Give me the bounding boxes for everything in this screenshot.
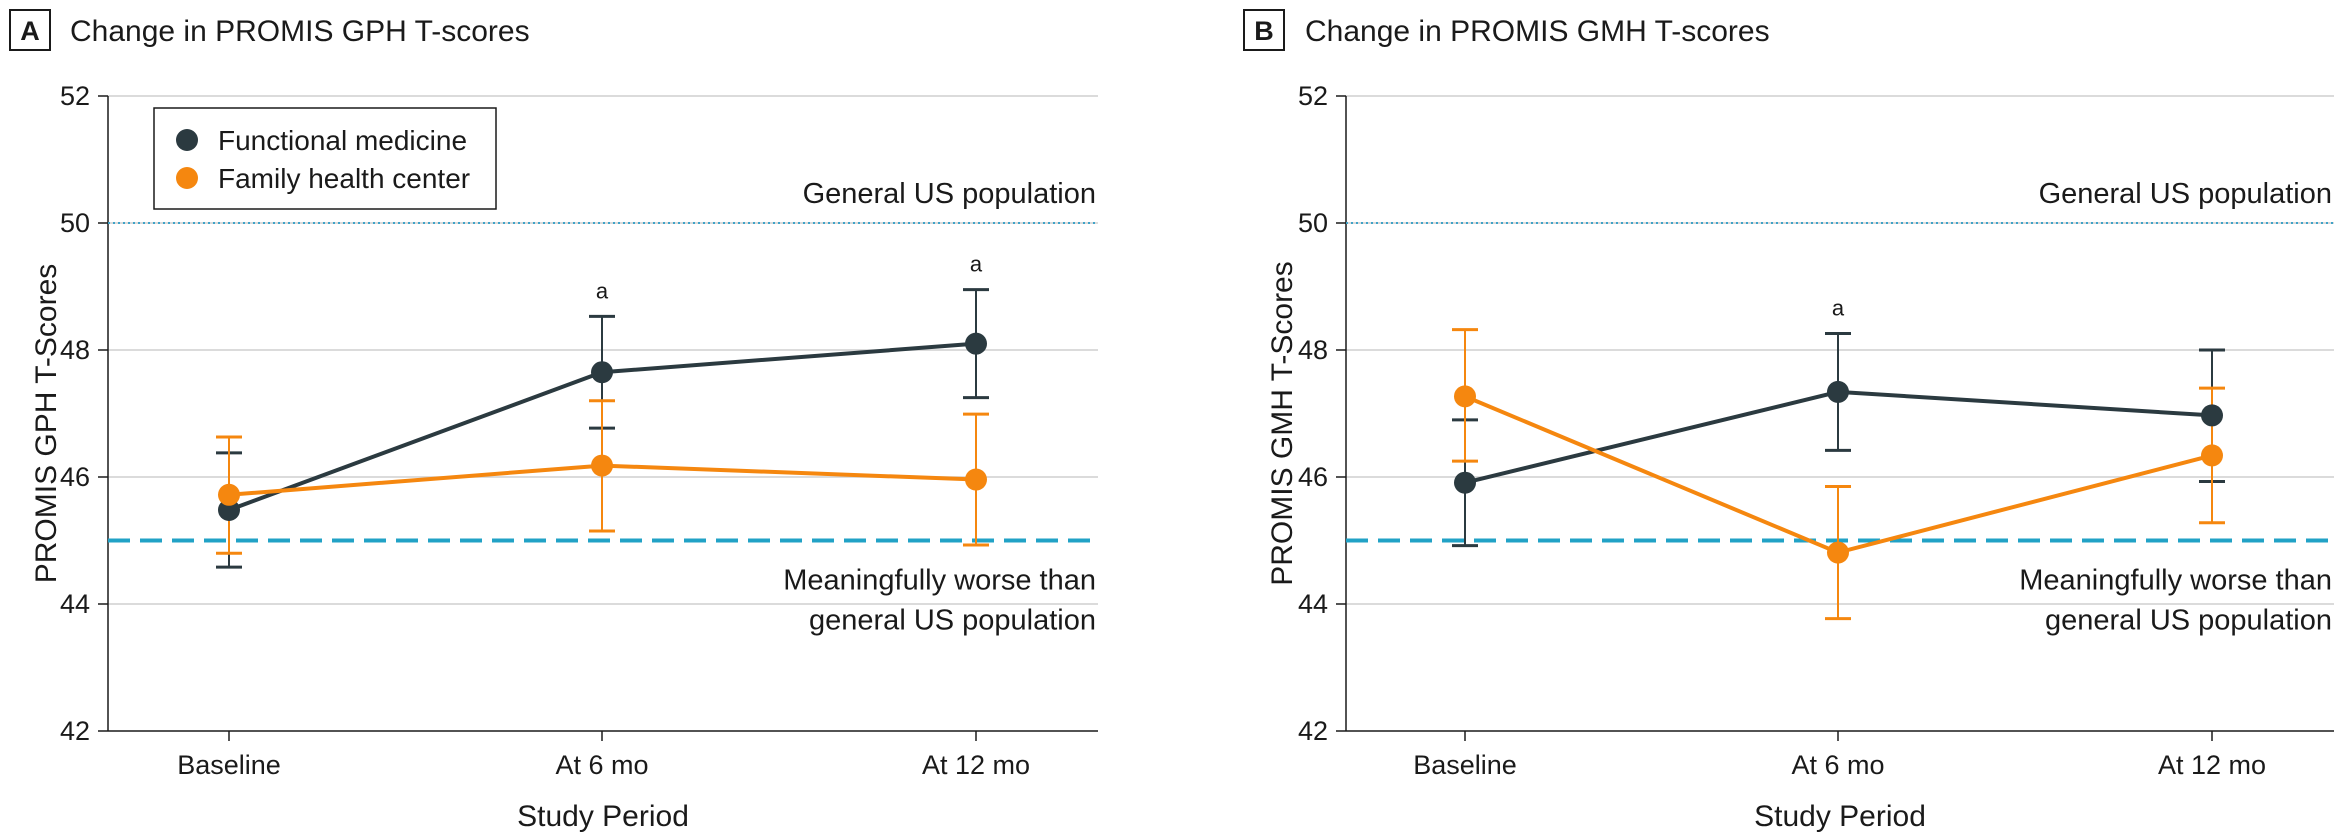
y-tick-label: 52: [60, 81, 90, 111]
significance-marker: a: [1832, 295, 1845, 320]
data-point: [1454, 385, 1476, 408]
reference-label-line: Meaningfully worse than: [2019, 565, 2332, 597]
y-tick-label: 46: [1298, 462, 1328, 492]
legend-box: [153, 107, 497, 210]
panel-letter: A: [20, 16, 40, 46]
data-point: [2201, 404, 2223, 427]
y-tick-label: 42: [60, 716, 90, 746]
x-tick-label: At 12 mo: [2158, 750, 2266, 780]
data-point: [965, 468, 987, 491]
reference-label-line: general US population: [2045, 605, 2332, 637]
data-point: [965, 332, 987, 355]
y-tick-label: 46: [60, 462, 90, 492]
x-tick-label: At 6 mo: [555, 750, 648, 780]
legend-marker: [176, 167, 198, 189]
y-tick-label: 44: [1298, 589, 1328, 619]
reference-label-line: Meaningfully worse than: [783, 565, 1096, 597]
x-tick-label: Baseline: [177, 750, 281, 780]
x-axis-label: Study Period: [1754, 800, 1926, 833]
reference-label-general: General US population: [803, 178, 1096, 210]
data-point: [218, 483, 240, 506]
y-tick-label: 42: [1298, 716, 1328, 746]
legend-label: Family health center: [218, 163, 470, 194]
y-axis-label: PROMIS GPH T-Scores: [30, 264, 63, 584]
y-tick-label: 48: [60, 335, 90, 365]
x-tick-label: At 6 mo: [1791, 750, 1884, 780]
significance-marker: a: [596, 278, 609, 303]
x-tick-label: Baseline: [1413, 750, 1517, 780]
data-point: [591, 361, 613, 384]
y-tick-label: 44: [60, 589, 90, 619]
y-tick-label: 52: [1298, 81, 1328, 111]
reference-label-line: general US population: [809, 605, 1096, 637]
x-axis-label: Study Period: [517, 800, 689, 833]
legend-marker: [176, 129, 198, 151]
y-tick-label: 50: [1298, 208, 1328, 238]
panel-letter: B: [1254, 16, 1274, 46]
data-point: [1827, 380, 1849, 403]
panel-title: Change in PROMIS GMH T-scores: [1305, 15, 1770, 48]
data-point: [2201, 444, 2223, 467]
significance-marker: a: [970, 252, 983, 277]
y-axis-label: PROMIS GMH T-Scores: [1266, 261, 1299, 586]
panel-title: Change in PROMIS GPH T-scores: [70, 15, 530, 48]
panel-letter-box: [9, 9, 51, 51]
panel-letter-box: [1243, 9, 1285, 51]
data-point: [1454, 471, 1476, 494]
reference-label-worse: Meaningfully worse than general US popula…: [783, 565, 1096, 637]
data-point: [591, 454, 613, 477]
data-point: [218, 499, 240, 522]
legend-label: Functional medicine: [218, 125, 467, 156]
reference-label-general: General US population: [2039, 178, 2332, 210]
data-point: [1827, 541, 1849, 564]
panel-b: B Change in PROMIS GMH T-scores 42 44 46 48 50…: [1243, 9, 2334, 833]
y-tick-label: 50: [60, 208, 90, 238]
x-tick-label: At 12 mo: [922, 750, 1030, 780]
y-tick-label: 48: [1298, 335, 1328, 365]
reference-label-worse: Meaningfully worse than general US popula…: [2019, 565, 2332, 637]
panel-a: A Change in PROMIS GPH T-scores 42 44 46 48 50…: [9, 9, 1098, 833]
